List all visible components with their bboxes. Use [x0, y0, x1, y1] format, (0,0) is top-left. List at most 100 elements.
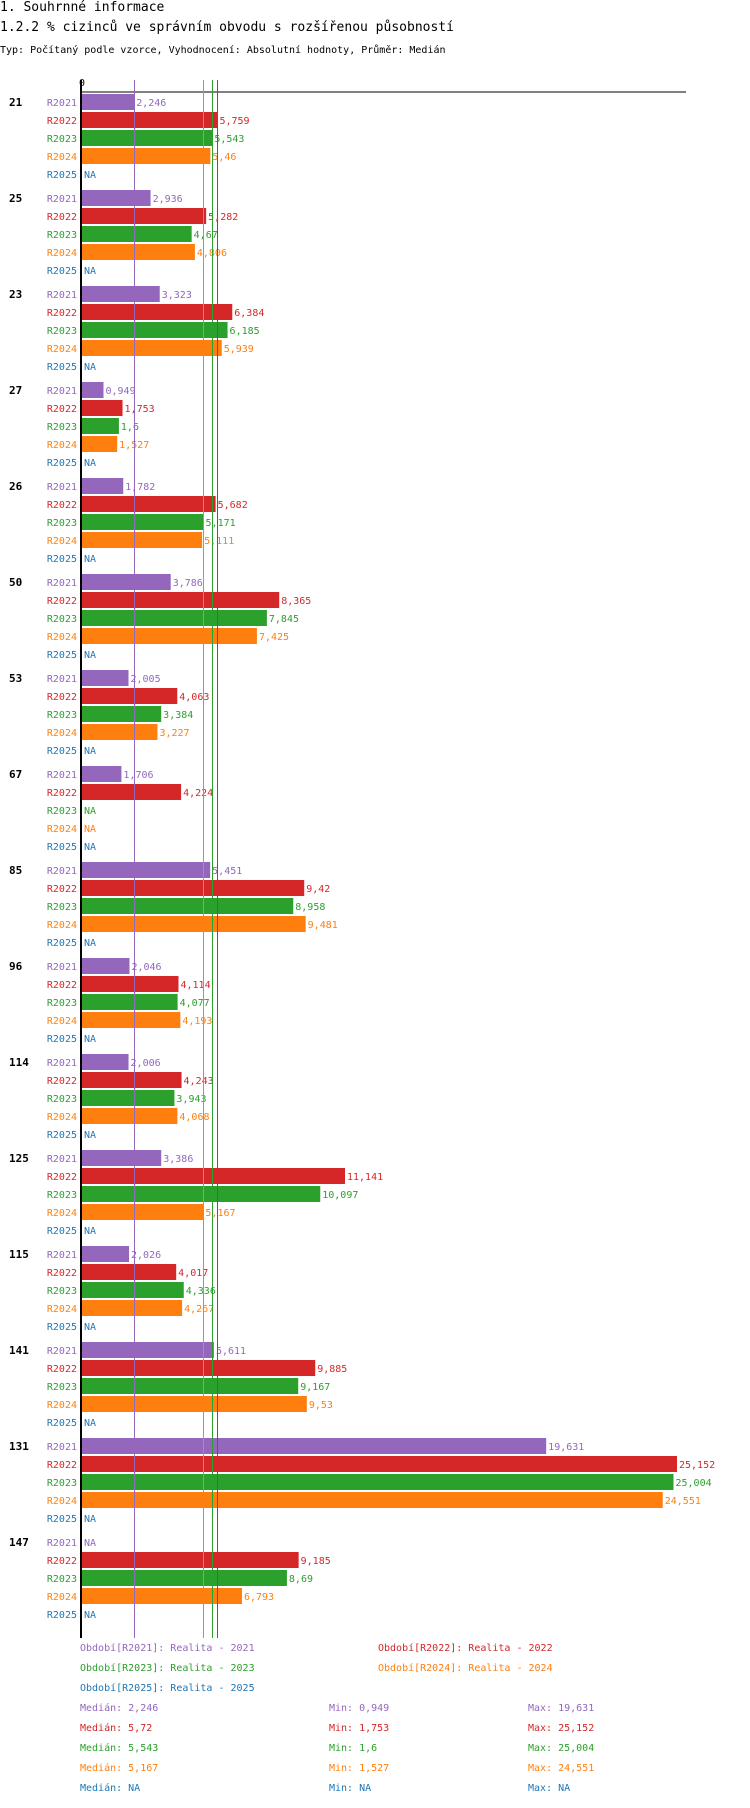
series-row-label: R2021 [47, 866, 77, 877]
data-label: 9,185 [301, 1556, 331, 1567]
series-row-label: R2021 [47, 962, 77, 973]
data-label: 6,793 [244, 1592, 274, 1603]
data-label: NA [84, 824, 96, 835]
data-label: 5,543 [214, 134, 244, 145]
data-label: 9,481 [308, 920, 338, 931]
bar [81, 1396, 307, 1412]
legend-min: Min: 1,6 [329, 1743, 378, 1754]
data-label: 7,845 [269, 614, 299, 625]
series-row-label: R2025 [47, 1322, 77, 1333]
bar [81, 1246, 130, 1262]
data-label: 3,786 [173, 578, 203, 589]
series-row-label: R2024 [47, 824, 77, 835]
legend-period: Období[R2023]: Realita - 2023 [80, 1663, 255, 1674]
data-label: 9,42 [306, 884, 330, 895]
data-label: 8,958 [295, 902, 325, 913]
bar [81, 1150, 162, 1166]
bar [81, 418, 119, 434]
data-label: 2,006 [131, 1058, 161, 1069]
series-row-label: R2024 [47, 920, 77, 931]
data-label: NA [84, 1538, 96, 1549]
bar [81, 1282, 184, 1298]
series-row-label: R2022 [47, 308, 77, 319]
bar [81, 208, 207, 224]
data-label: 3,323 [162, 290, 192, 301]
data-label: 8,69 [289, 1574, 313, 1585]
series-row-label: R2023 [47, 1094, 77, 1105]
series-row-label: R2021 [47, 1442, 77, 1453]
legend-period: Období[R2021]: Realita - 2021 [80, 1643, 255, 1654]
series-row-label: R2024 [47, 1304, 77, 1315]
data-label: 5,939 [224, 344, 254, 355]
series-row-label: R2023 [47, 1190, 77, 1201]
data-label: 7,425 [259, 632, 289, 643]
category-label: 131 [9, 1440, 29, 1453]
bar [81, 1456, 677, 1472]
data-label: 4,077 [180, 998, 210, 1009]
legend-median: Medián: NA [80, 1783, 141, 1794]
legend-max: Max: 19,631 [528, 1703, 595, 1714]
data-label: 4,67 [194, 230, 218, 241]
legend-max: Max: 25,004 [528, 1743, 595, 1754]
data-label: 8,365 [281, 596, 311, 607]
bar [81, 304, 233, 320]
series-row-label: R2024 [47, 344, 77, 355]
category-label: 67 [9, 768, 22, 781]
bar [81, 688, 178, 704]
bar [81, 610, 267, 626]
legend-max: Max: NA [528, 1783, 571, 1794]
series-row-label: R2022 [47, 1364, 77, 1375]
data-label: NA [84, 1418, 96, 1429]
data-label: NA [84, 1034, 96, 1045]
series-row-label: R2023 [47, 998, 77, 1009]
bar [81, 628, 257, 644]
data-label: NA [84, 746, 96, 757]
series-row-label: R2024 [47, 728, 77, 739]
series-row-label: R2023 [47, 230, 77, 241]
bar [81, 958, 130, 974]
series-row-label: R2023 [47, 326, 77, 337]
data-label: 4,336 [186, 1286, 216, 1297]
legend-min: Min: 0,949 [329, 1703, 390, 1714]
bar [81, 1054, 129, 1070]
series-row-label: R2023 [47, 1286, 77, 1297]
bar [81, 148, 211, 164]
legend-median: Medián: 5,167 [80, 1763, 159, 1774]
data-label: 5,46 [212, 152, 236, 163]
bar [81, 1492, 663, 1508]
data-label: 9,53 [309, 1400, 333, 1411]
series-row-label: R2021 [47, 1538, 77, 1549]
series-row-label: R2025 [47, 650, 77, 661]
legend-max: Max: 25,152 [528, 1723, 595, 1734]
data-label: NA [84, 170, 96, 181]
bar [81, 574, 171, 590]
data-label: NA [84, 362, 96, 373]
series-row-label: R2024 [47, 440, 77, 451]
x-axis-zero-label: 0 [79, 78, 85, 89]
series-row-label: R2024 [47, 1592, 77, 1603]
bar [81, 1342, 214, 1358]
bar [81, 382, 104, 398]
data-label: 3,384 [163, 710, 193, 721]
category-label: 26 [9, 480, 23, 493]
data-label: 4,068 [179, 1112, 209, 1123]
legend-median: Medián: 5,72 [80, 1723, 153, 1734]
legend-max: Max: 24,551 [528, 1763, 595, 1774]
series-row-label: R2025 [47, 842, 77, 853]
data-label: NA [84, 458, 96, 469]
data-label: 9,885 [317, 1364, 347, 1375]
series-row-label: R2025 [47, 1610, 77, 1621]
legend-period: Období[R2022]: Realita - 2022 [378, 1643, 553, 1654]
bar [81, 1090, 175, 1106]
bar [81, 226, 192, 242]
bar [81, 400, 123, 416]
data-label: 2,005 [131, 674, 161, 685]
series-row-label: R2022 [47, 1268, 77, 1279]
series-row-label: R2021 [47, 1250, 77, 1261]
category-label: 96 [9, 960, 23, 973]
bar [81, 1186, 321, 1202]
bar [81, 112, 218, 128]
bar [81, 340, 222, 356]
bar [81, 670, 129, 686]
bar [81, 784, 182, 800]
